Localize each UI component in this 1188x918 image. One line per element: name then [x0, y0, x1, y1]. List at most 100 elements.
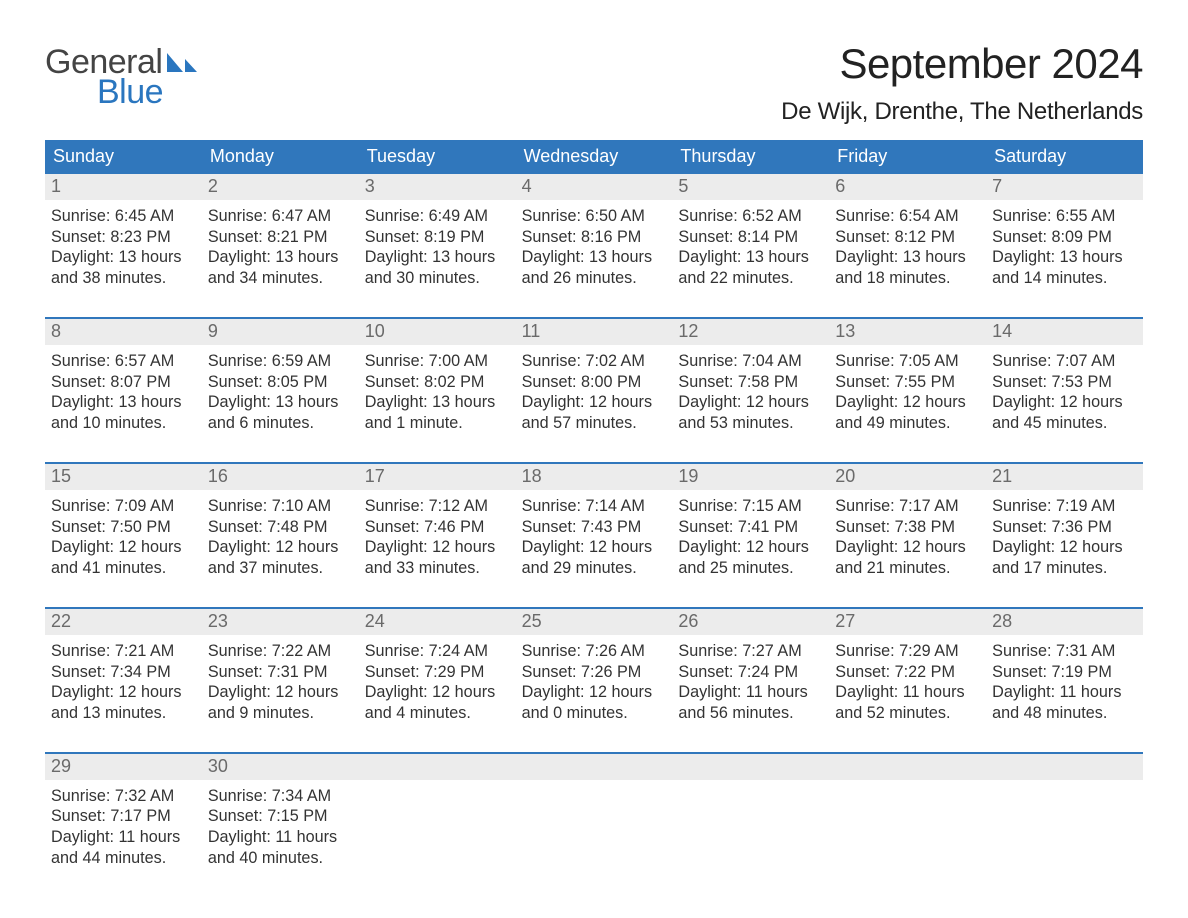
- day-number: 15: [45, 464, 202, 490]
- daylight-line2: and 25 minutes.: [678, 558, 823, 579]
- day-cell: Sunrise: 6:54 AMSunset: 8:12 PMDaylight:…: [829, 200, 986, 289]
- sunrise-text: Sunrise: 7:00 AM: [365, 351, 510, 372]
- sunset-text: Sunset: 7:15 PM: [208, 806, 353, 827]
- sunset-text: Sunset: 8:05 PM: [208, 372, 353, 393]
- weekday-header-row: Sunday Monday Tuesday Wednesday Thursday…: [45, 140, 1143, 174]
- daylight-line2: and 18 minutes.: [835, 268, 980, 289]
- day-number: 17: [359, 464, 516, 490]
- header: General Blue September 2024 De Wijk, Dre…: [45, 40, 1143, 126]
- day-cell: Sunrise: 6:47 AMSunset: 8:21 PMDaylight:…: [202, 200, 359, 289]
- day-cell: Sunrise: 7:29 AMSunset: 7:22 PMDaylight:…: [829, 635, 986, 724]
- sunset-text: Sunset: 7:48 PM: [208, 517, 353, 538]
- day-number: 28: [986, 609, 1143, 635]
- sunset-text: Sunset: 7:41 PM: [678, 517, 823, 538]
- day-cell: [672, 780, 829, 869]
- daylight-line1: Daylight: 12 hours: [678, 392, 823, 413]
- weekday-header: Monday: [202, 140, 359, 174]
- day-cell: Sunrise: 7:27 AMSunset: 7:24 PMDaylight:…: [672, 635, 829, 724]
- day-cell: Sunrise: 7:19 AMSunset: 7:36 PMDaylight:…: [986, 490, 1143, 579]
- day-number: 18: [516, 464, 673, 490]
- day-number: 10: [359, 319, 516, 345]
- daylight-line1: Daylight: 11 hours: [835, 682, 980, 703]
- month-title: September 2024: [781, 40, 1143, 88]
- location-subtitle: De Wijk, Drenthe, The Netherlands: [781, 98, 1143, 126]
- sunset-text: Sunset: 7:43 PM: [522, 517, 667, 538]
- day-number: 16: [202, 464, 359, 490]
- sunrise-text: Sunrise: 6:54 AM: [835, 206, 980, 227]
- day-number: 19: [672, 464, 829, 490]
- day-number: 29: [45, 754, 202, 780]
- sunset-text: Sunset: 7:36 PM: [992, 517, 1137, 538]
- calendar-week: 15161718192021Sunrise: 7:09 AMSunset: 7:…: [45, 462, 1143, 579]
- day-cell: Sunrise: 7:24 AMSunset: 7:29 PMDaylight:…: [359, 635, 516, 724]
- daylight-line1: Daylight: 11 hours: [51, 827, 196, 848]
- daylight-line2: and 34 minutes.: [208, 268, 353, 289]
- sunset-text: Sunset: 7:50 PM: [51, 517, 196, 538]
- day-cell: Sunrise: 7:17 AMSunset: 7:38 PMDaylight:…: [829, 490, 986, 579]
- weekday-header: Wednesday: [516, 140, 673, 174]
- sunset-text: Sunset: 7:24 PM: [678, 662, 823, 683]
- sunrise-text: Sunrise: 6:49 AM: [365, 206, 510, 227]
- daylight-line1: Daylight: 13 hours: [365, 392, 510, 413]
- sunset-text: Sunset: 7:17 PM: [51, 806, 196, 827]
- sunset-text: Sunset: 7:46 PM: [365, 517, 510, 538]
- sunrise-text: Sunrise: 7:29 AM: [835, 641, 980, 662]
- sunset-text: Sunset: 8:23 PM: [51, 227, 196, 248]
- daylight-line2: and 56 minutes.: [678, 703, 823, 724]
- daylight-line2: and 0 minutes.: [522, 703, 667, 724]
- day-cell: Sunrise: 7:26 AMSunset: 7:26 PMDaylight:…: [516, 635, 673, 724]
- sunrise-text: Sunrise: 6:47 AM: [208, 206, 353, 227]
- sunset-text: Sunset: 7:31 PM: [208, 662, 353, 683]
- day-number: 27: [829, 609, 986, 635]
- daylight-line1: Daylight: 12 hours: [208, 537, 353, 558]
- daylight-line1: Daylight: 12 hours: [835, 392, 980, 413]
- daylight-line2: and 38 minutes.: [51, 268, 196, 289]
- daylight-line2: and 40 minutes.: [208, 848, 353, 869]
- brand-text-blue: Blue: [45, 76, 200, 108]
- day-number: [516, 754, 673, 780]
- sunset-text: Sunset: 7:38 PM: [835, 517, 980, 538]
- brand-sail-icon: [166, 51, 200, 76]
- sunset-text: Sunset: 7:26 PM: [522, 662, 667, 683]
- day-number: [672, 754, 829, 780]
- day-cell: Sunrise: 7:31 AMSunset: 7:19 PMDaylight:…: [986, 635, 1143, 724]
- daylight-line2: and 49 minutes.: [835, 413, 980, 434]
- sunrise-text: Sunrise: 6:55 AM: [992, 206, 1137, 227]
- sunset-text: Sunset: 8:02 PM: [365, 372, 510, 393]
- sunrise-text: Sunrise: 7:19 AM: [992, 496, 1137, 517]
- daylight-line2: and 6 minutes.: [208, 413, 353, 434]
- sunset-text: Sunset: 8:16 PM: [522, 227, 667, 248]
- daylight-line1: Daylight: 13 hours: [835, 247, 980, 268]
- sunset-text: Sunset: 7:22 PM: [835, 662, 980, 683]
- day-cell: Sunrise: 7:32 AMSunset: 7:17 PMDaylight:…: [45, 780, 202, 869]
- daylight-line2: and 10 minutes.: [51, 413, 196, 434]
- calendar-week: 22232425262728Sunrise: 7:21 AMSunset: 7:…: [45, 607, 1143, 724]
- daynum-row: 15161718192021: [45, 464, 1143, 490]
- daylight-line2: and 57 minutes.: [522, 413, 667, 434]
- day-cell: Sunrise: 7:22 AMSunset: 7:31 PMDaylight:…: [202, 635, 359, 724]
- daylight-line2: and 48 minutes.: [992, 703, 1137, 724]
- daylight-line1: Daylight: 12 hours: [51, 537, 196, 558]
- sunrise-text: Sunrise: 7:24 AM: [365, 641, 510, 662]
- daylight-line2: and 37 minutes.: [208, 558, 353, 579]
- day-number: 13: [829, 319, 986, 345]
- sunrise-text: Sunrise: 7:34 AM: [208, 786, 353, 807]
- daylight-line1: Daylight: 12 hours: [678, 537, 823, 558]
- sunrise-text: Sunrise: 7:31 AM: [992, 641, 1137, 662]
- day-cell: Sunrise: 7:10 AMSunset: 7:48 PMDaylight:…: [202, 490, 359, 579]
- daylight-line2: and 4 minutes.: [365, 703, 510, 724]
- sunset-text: Sunset: 8:21 PM: [208, 227, 353, 248]
- daylight-line2: and 30 minutes.: [365, 268, 510, 289]
- daylight-line2: and 52 minutes.: [835, 703, 980, 724]
- sunrise-text: Sunrise: 6:45 AM: [51, 206, 196, 227]
- day-number: [359, 754, 516, 780]
- day-number: 6: [829, 174, 986, 200]
- daylight-line1: Daylight: 13 hours: [51, 392, 196, 413]
- day-cell: Sunrise: 6:52 AMSunset: 8:14 PMDaylight:…: [672, 200, 829, 289]
- sunset-text: Sunset: 8:12 PM: [835, 227, 980, 248]
- sunrise-text: Sunrise: 7:32 AM: [51, 786, 196, 807]
- daylight-line2: and 29 minutes.: [522, 558, 667, 579]
- brand-logo: General Blue: [45, 40, 200, 109]
- day-cell: Sunrise: 6:59 AMSunset: 8:05 PMDaylight:…: [202, 345, 359, 434]
- sunrise-text: Sunrise: 7:07 AM: [992, 351, 1137, 372]
